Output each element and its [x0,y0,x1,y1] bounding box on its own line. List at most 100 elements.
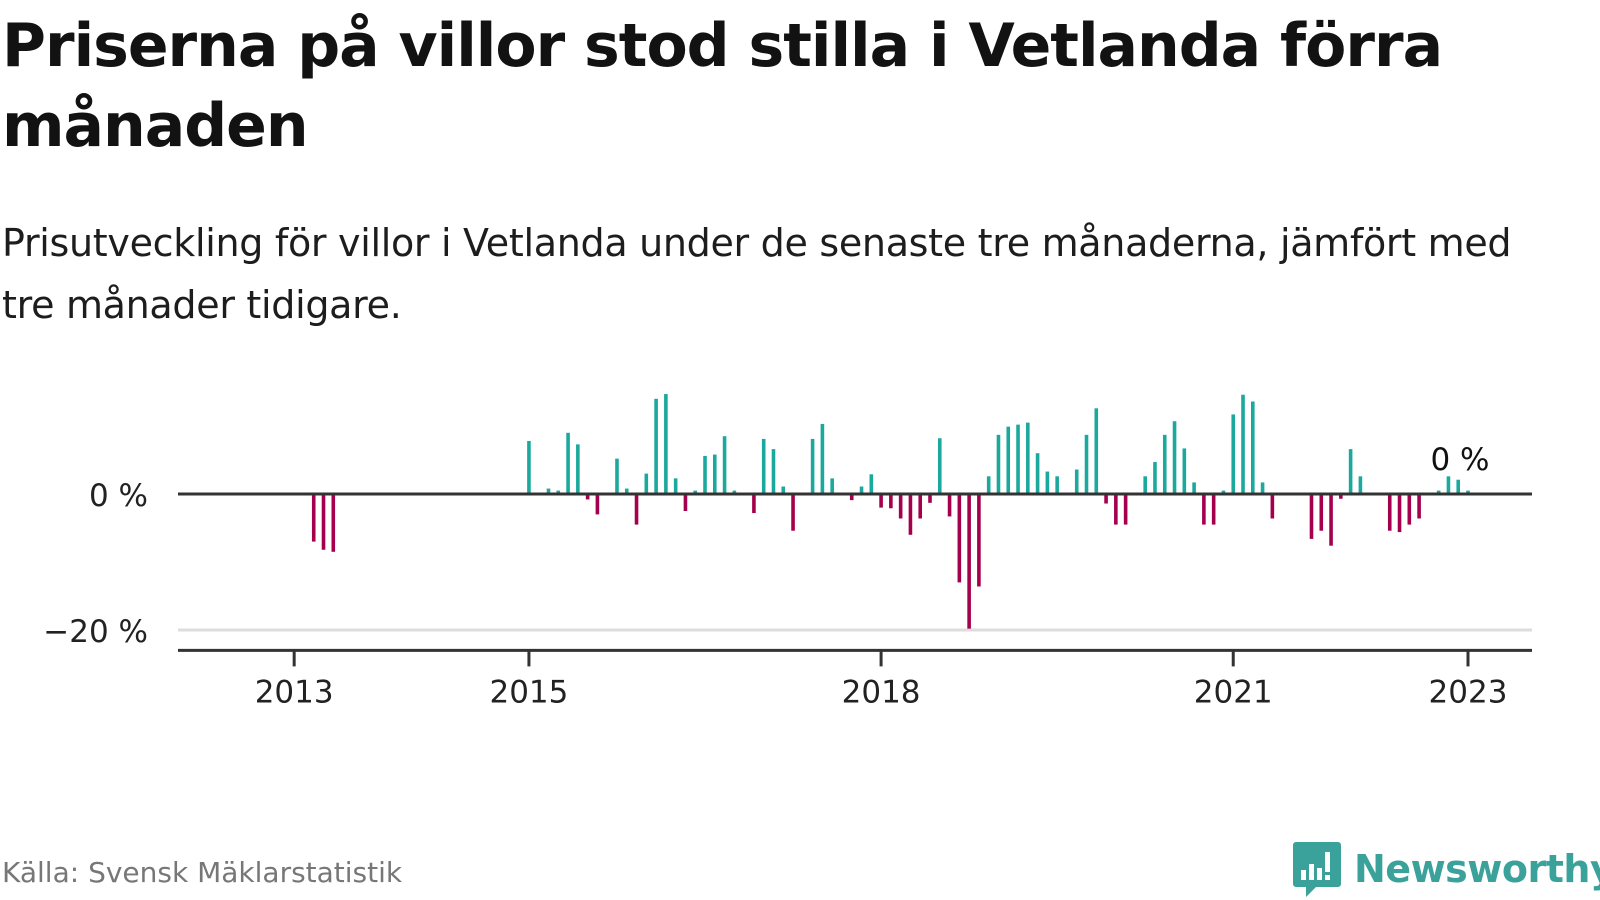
bar [1329,494,1333,546]
bar [977,494,981,587]
bar [879,494,883,508]
bar [918,494,923,519]
bar [1309,494,1314,539]
bar [1026,422,1030,494]
y-tick-label: 0 % [89,478,148,514]
brand-name: Newsworthy [1354,847,1600,891]
bar [1104,494,1108,504]
bar [947,494,952,517]
bar [321,494,326,550]
y-tick-label: −20 % [43,614,148,650]
bar [1319,494,1324,531]
bar [810,438,815,494]
bar [1016,424,1020,494]
bar [644,473,649,494]
bar [1153,462,1157,494]
bar [527,440,531,494]
last-value-label: 0 % [1430,442,1489,478]
newsworthy-icon [1293,842,1341,897]
bar [683,494,688,511]
bar [1192,482,1196,494]
bar [1436,490,1441,494]
bar [928,494,932,503]
bar [1211,494,1216,525]
bar [1417,494,1421,519]
bar [752,494,756,514]
bar [693,490,698,494]
bar [908,494,913,535]
bars-layer [311,394,1470,629]
bar [967,494,971,629]
bar [1143,476,1147,494]
bar [1241,394,1245,494]
bar [703,455,707,494]
bar [1348,449,1353,494]
bar [1407,494,1412,525]
bar [1074,469,1079,494]
bar [889,494,893,509]
bar [1397,494,1402,533]
bar [624,488,629,494]
bar [1231,414,1236,494]
x-tick-label: 2023 [1429,674,1508,710]
bar [732,490,737,494]
bar [898,494,903,519]
bar [1114,494,1118,525]
bar [722,436,727,494]
bar [1260,482,1265,494]
chart-title: Priserna på villor stod stilla i Vetland… [2,11,1443,161]
bar [1358,476,1363,494]
source-note: Källa: Svensk Mäklarstatistik [2,856,403,889]
bar [1035,453,1040,494]
bar [1172,421,1177,494]
bar [996,434,1001,494]
bar [1123,494,1128,525]
bar [869,474,874,494]
x-tick-label: 2013 [255,674,334,710]
bar [781,486,786,494]
bar [576,444,580,494]
bar [1446,476,1451,494]
bar [820,423,825,494]
bar [859,486,864,494]
x-tick-label: 2021 [1194,674,1273,710]
bar [830,478,834,494]
bar [1387,494,1392,531]
bar [1250,401,1255,494]
bar [1094,408,1099,494]
bar [1006,426,1011,494]
bar [1045,471,1050,494]
bar [664,394,668,494]
bar [546,488,551,494]
bar [771,449,776,494]
bar [1084,434,1089,494]
bar [1270,494,1275,519]
bar [986,476,991,494]
bar [1339,494,1343,499]
axis-layer: 0 % −20 % 2013 2015 2018 2021 2023 0 % [43,442,1532,710]
bar [585,494,590,500]
bar [1055,476,1059,494]
bar [566,432,570,494]
bar [556,490,561,494]
chart-subtitle: Prisutveckling för villor i Vetlanda und… [2,221,1512,327]
bar [1221,490,1226,494]
bar [311,494,316,542]
brand-logo: Newsworthy [1292,840,1600,898]
x-tick-label: 2018 [842,674,921,710]
bar [1466,490,1470,494]
bar [595,494,600,515]
bar [331,494,336,552]
bar [791,494,795,531]
bar [761,438,766,494]
bar [654,398,658,494]
bar [937,438,942,494]
bar [615,458,619,494]
bar [673,478,678,494]
bar [1182,448,1187,494]
bar [1162,434,1167,494]
x-tick-label: 2015 [489,674,568,710]
bar [849,494,854,501]
bar [634,494,639,525]
